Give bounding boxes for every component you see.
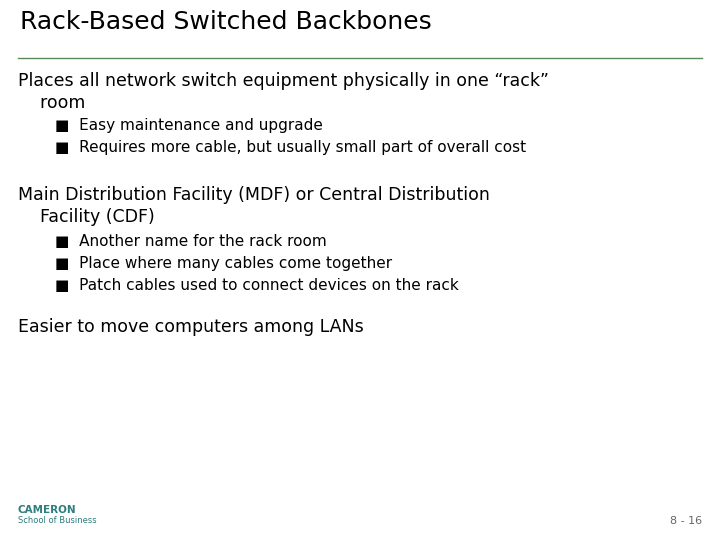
Text: Rack-Based Switched Backbones: Rack-Based Switched Backbones: [20, 10, 432, 34]
Text: Easier to move computers among LANs: Easier to move computers among LANs: [18, 318, 364, 336]
Text: 8 - 16: 8 - 16: [670, 516, 702, 526]
Text: room: room: [18, 94, 86, 112]
Text: CAMERON: CAMERON: [18, 505, 76, 515]
Text: ■  Requires more cable, but usually small part of overall cost: ■ Requires more cable, but usually small…: [55, 140, 526, 155]
Text: ■  Easy maintenance and upgrade: ■ Easy maintenance and upgrade: [55, 118, 323, 133]
Text: Facility (CDF): Facility (CDF): [18, 208, 155, 226]
Text: School of Business: School of Business: [18, 516, 96, 525]
Text: ■  Place where many cables come together: ■ Place where many cables come together: [55, 256, 392, 271]
Text: ■  Patch cables used to connect devices on the rack: ■ Patch cables used to connect devices o…: [55, 278, 459, 293]
Text: ■  Another name for the rack room: ■ Another name for the rack room: [55, 234, 327, 249]
Text: Places all network switch equipment physically in one “rack”: Places all network switch equipment phys…: [18, 72, 549, 90]
Text: Main Distribution Facility (MDF) or Central Distribution: Main Distribution Facility (MDF) or Cent…: [18, 186, 490, 204]
